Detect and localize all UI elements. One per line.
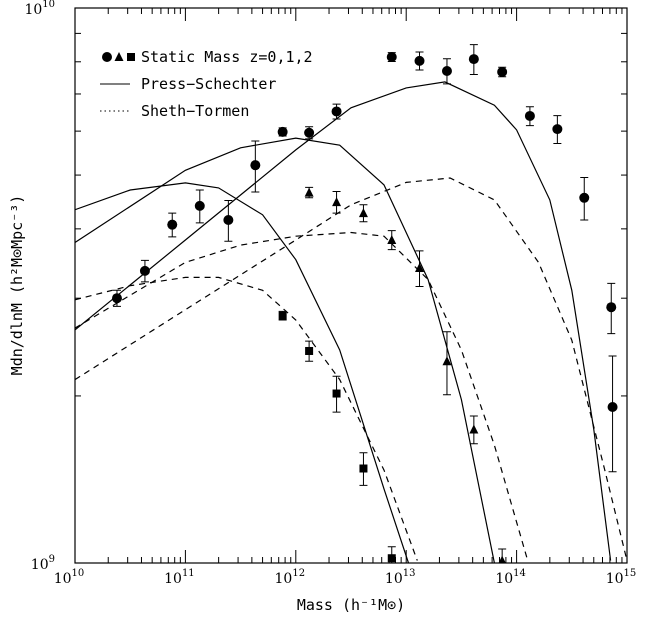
- error-bar: [608, 355, 617, 473]
- tick-base: 10: [275, 571, 293, 587]
- curve: [75, 81, 612, 561]
- point: [305, 346, 314, 355]
- tick-label: 1011: [164, 568, 195, 587]
- plot-area: [75, 44, 627, 563]
- y-axis-label: Mdn/dlnM (h²M⊙Mpc⁻³): [8, 195, 26, 376]
- tick-label: 1012: [275, 568, 306, 587]
- point: [304, 187, 314, 197]
- point: [332, 389, 341, 398]
- legend-label: Sheth−Tormen: [141, 102, 249, 120]
- point: [277, 126, 288, 137]
- tick-exponent: 15: [624, 568, 637, 579]
- x-axis-label: Mass (h⁻¹M⊙): [297, 596, 405, 614]
- tick-label: 109: [31, 554, 55, 573]
- point: [167, 219, 178, 230]
- point: [139, 265, 150, 276]
- tick-label: 1010: [24, 0, 55, 18]
- point: [498, 555, 506, 563]
- point: [579, 192, 590, 203]
- point: [387, 554, 396, 563]
- tick-base: 10: [54, 571, 72, 587]
- tick-base: 10: [385, 571, 403, 587]
- tick-label: 1015: [606, 568, 637, 587]
- point: [304, 127, 315, 138]
- tick-label: 1013: [385, 568, 416, 587]
- point: [223, 214, 234, 225]
- tick-exponent: 12: [292, 568, 305, 579]
- point: [387, 234, 397, 244]
- tick-base: 10: [495, 571, 513, 587]
- point: [606, 302, 617, 313]
- point: [332, 197, 342, 207]
- point: [415, 263, 425, 273]
- tick-base: 10: [31, 557, 49, 573]
- point: [607, 402, 618, 413]
- tick-label: 1010: [54, 568, 85, 587]
- tick-exponent: 11: [182, 568, 195, 579]
- point: [102, 52, 112, 62]
- curve: [75, 137, 495, 563]
- point: [414, 55, 425, 66]
- curve: [75, 276, 418, 561]
- point: [552, 124, 563, 135]
- legend-label: Press−Schechter: [141, 75, 276, 93]
- point: [114, 52, 124, 61]
- point: [469, 424, 479, 434]
- point: [194, 200, 205, 211]
- tick-base: 10: [24, 2, 42, 18]
- tick-exponent: 10: [42, 0, 55, 10]
- tick-exponent: 9: [49, 554, 55, 565]
- point: [278, 311, 287, 320]
- point: [386, 52, 397, 63]
- point: [359, 464, 368, 473]
- tick-label: 1014: [495, 568, 526, 587]
- point: [524, 110, 535, 121]
- curve: [75, 182, 410, 563]
- point: [331, 106, 342, 117]
- point: [468, 54, 479, 65]
- curve: [75, 177, 627, 561]
- point: [250, 160, 261, 171]
- curve: [75, 231, 529, 561]
- point: [441, 65, 452, 76]
- tick-base: 10: [606, 571, 624, 587]
- legend-label: Static Mass z=0,1,2: [141, 48, 313, 66]
- tick-exponent: 14: [513, 568, 526, 579]
- point: [497, 66, 508, 77]
- tick-exponent: 10: [72, 568, 85, 579]
- point: [111, 293, 122, 304]
- tick-exponent: 13: [403, 568, 416, 579]
- point: [127, 53, 135, 61]
- point: [442, 356, 452, 366]
- tick-base: 10: [164, 571, 182, 587]
- point: [358, 208, 368, 218]
- plot-frame: [74, 7, 628, 564]
